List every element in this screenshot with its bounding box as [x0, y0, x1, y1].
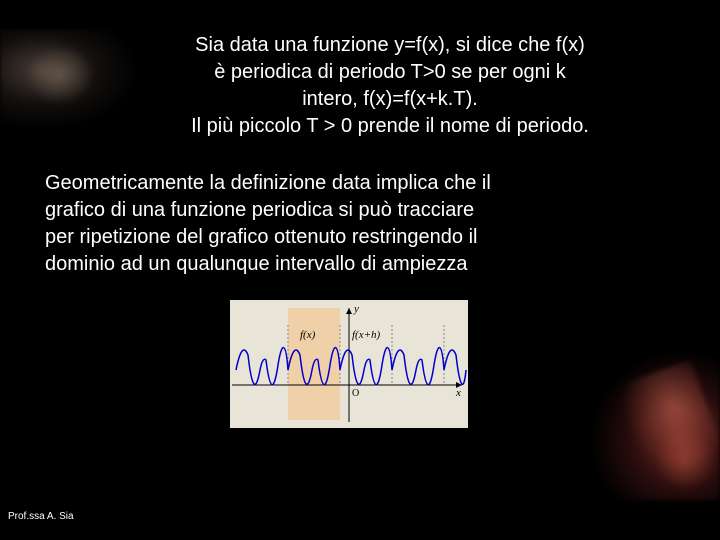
body-line-1: Geometricamente la definizione data impl… — [45, 170, 675, 197]
fractal-decoration-right — [590, 350, 720, 500]
label-y: y — [353, 303, 359, 315]
label-fx: f(x) — [300, 329, 316, 341]
heading-line-3: intero, f(x)=f(x+k.T). — [100, 86, 680, 113]
footer-credit: Prof.ssa A. Sia — [8, 511, 74, 522]
heading-line-2: è periodica di periodo T>0 se per ogni k — [100, 59, 680, 86]
periodic-curve — [236, 348, 466, 385]
y-axis-arrow — [346, 308, 352, 314]
heading-block: Sia data una funzione y=f(x), si dice ch… — [100, 32, 680, 140]
periodic-function-chart: y x O f(x) f(x+h) — [230, 300, 468, 428]
label-fxh: f(x+h) — [352, 329, 381, 341]
body-line-2: grafico di una funzione periodica si può… — [45, 197, 675, 224]
label-origin: O — [352, 388, 359, 399]
label-x: x — [455, 387, 461, 399]
heading-line-4: Il più piccolo T > 0 prende il nome di p… — [100, 113, 680, 140]
chart-svg: y x O f(x) f(x+h) — [230, 300, 468, 428]
heading-line-1: Sia data una funzione y=f(x), si dice ch… — [100, 32, 680, 59]
body-line-3: per ripetizione del grafico ottenuto res… — [45, 224, 675, 251]
body-line-4: dominio ad un qualunque intervallo di am… — [45, 251, 675, 278]
body-block: Geometricamente la definizione data impl… — [45, 170, 675, 278]
